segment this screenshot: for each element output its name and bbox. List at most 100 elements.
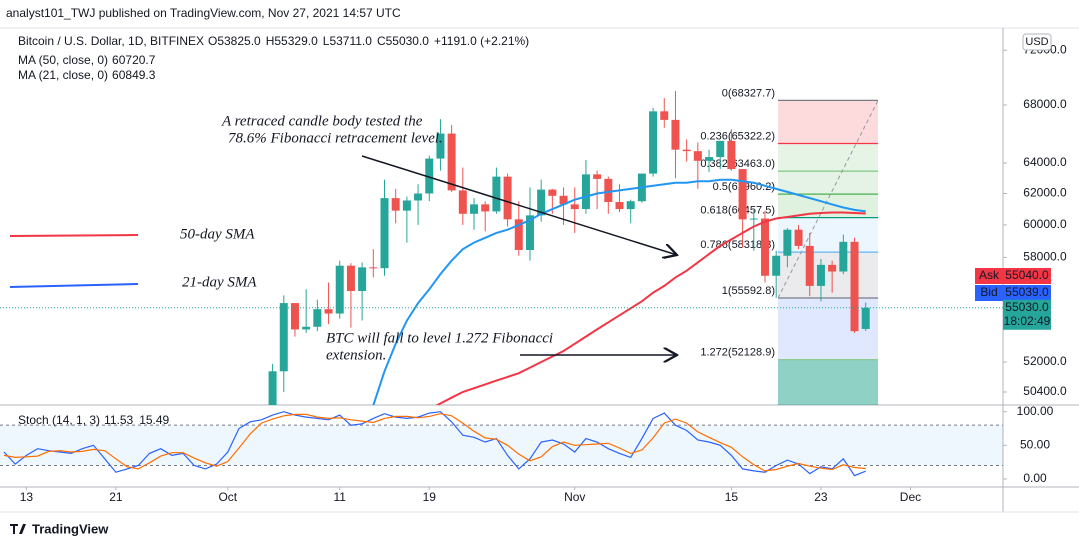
stoch-pane	[0, 411, 1003, 477]
stoch-last-value: 15.49	[139, 413, 169, 427]
candle-body	[324, 309, 333, 314]
candle-body	[425, 158, 434, 194]
fib-label: 0.382(63463.0)	[700, 158, 775, 170]
candle-body	[626, 201, 635, 210]
stoch-last-value: 11.53	[104, 413, 133, 427]
symbol-label: Bitcoin / U.S. Dollar, 1D, BITFINEX	[18, 34, 204, 48]
annotation: extension.	[326, 347, 386, 363]
stoch-tick-label: 0.00	[1023, 471, 1047, 485]
ma-legend: MA (50, close, 0)	[18, 53, 108, 67]
candle-body	[716, 140, 725, 158]
x-tick-label: 15	[725, 490, 739, 504]
fib-zone	[778, 143, 878, 172]
y-tick-label: 52000.0	[1023, 354, 1067, 368]
candle-body	[749, 218, 758, 220]
candle-body	[772, 255, 781, 276]
brand-logo	[10, 524, 26, 534]
candle-body	[570, 204, 579, 210]
change-label: +1191.0 (+2.21%)	[434, 34, 529, 48]
quote-value: 55040.0	[1005, 268, 1049, 282]
candle-body	[727, 140, 736, 170]
quote-value: 55039.0	[1005, 285, 1049, 299]
ma-last-value: 60720.7	[112, 53, 156, 67]
candle-body	[861, 307, 870, 329]
fib-zone	[778, 100, 878, 144]
ma-line	[372, 178, 866, 405]
ma-last-value: 60849.3	[112, 68, 156, 82]
candle-body	[760, 218, 769, 276]
stoch-tick-label: 100.00	[1017, 404, 1054, 418]
fib-zone	[778, 217, 878, 253]
candle-body	[593, 174, 602, 179]
candle-body	[514, 219, 523, 250]
candle-body	[313, 309, 322, 327]
candle-body	[839, 241, 848, 272]
stoch-legend: Stoch (14, 1, 3)	[18, 413, 100, 427]
brand-text: TradingView	[32, 521, 109, 536]
legend-sample-line	[9, 283, 139, 288]
y-tick-label: 58000.0	[1023, 250, 1067, 264]
candle-body	[581, 174, 590, 210]
ma-line	[435, 211, 866, 405]
x-tick-label: 19	[423, 490, 437, 504]
candle-body	[302, 326, 311, 330]
publisher-line: analyst101_TWJ published on TradingView.…	[6, 6, 401, 20]
quote-value-box	[1003, 285, 1051, 301]
fib-label: 0.236(65322.2)	[700, 130, 775, 142]
x-tick-label: 13	[20, 490, 34, 504]
last-price-label: 55030.0	[1005, 300, 1049, 314]
candle-body	[380, 198, 389, 269]
candle-body	[436, 133, 445, 159]
legend-sample-line	[9, 234, 139, 237]
candle-body	[604, 178, 613, 203]
candle-body	[693, 151, 702, 161]
candle-body	[391, 198, 400, 211]
fib-zone	[778, 171, 878, 195]
candle-body	[335, 265, 344, 314]
annotation: 50-day SMA	[180, 226, 255, 242]
candle-body	[503, 176, 512, 220]
candle-body	[559, 195, 568, 205]
fib-label: 0.786(58318.3)	[700, 239, 775, 251]
ma-legend: MA (21, close, 0)	[18, 68, 108, 82]
fib-label: 0.618(60457.5)	[700, 205, 775, 217]
annotation: 21-day SMA	[182, 274, 257, 290]
x-tick-label: 21	[109, 490, 123, 504]
fib-label: 0(68327.7)	[722, 87, 775, 99]
fib-trend	[777, 100, 879, 299]
candle-body	[738, 169, 747, 220]
y-tick-label: 50400.0	[1023, 384, 1067, 398]
ohlc-label: C55030.0	[377, 34, 429, 48]
x-tick-label: Nov	[564, 490, 585, 504]
fib-zone	[778, 359, 878, 405]
x-tick-label: Dec	[900, 490, 921, 504]
candle-body	[682, 149, 691, 152]
last-price-box	[1003, 299, 1051, 330]
candle-body	[402, 200, 411, 211]
quote-name: Ask	[979, 268, 1000, 282]
fib-label: 1(55592.8)	[722, 285, 775, 297]
candle-body	[492, 176, 501, 212]
candle-body	[649, 111, 658, 174]
ohlc-label: L53711.0	[323, 34, 372, 48]
annotation: BTC will fall to level 1.272 Fibonacci	[326, 330, 553, 346]
candle-body	[548, 189, 557, 196]
brand: TradingView	[10, 521, 109, 536]
candle-body	[660, 111, 669, 120]
quote-name-box	[975, 268, 1003, 284]
candle-body	[358, 267, 367, 292]
candle-body	[458, 190, 467, 214]
candle-body	[346, 265, 355, 292]
x-tick-label: 23	[814, 490, 828, 504]
candle-body	[828, 264, 837, 272]
y-tick-label: 64000.0	[1023, 155, 1067, 169]
y-tick-label: 68000.0	[1023, 97, 1067, 111]
currency-label: USD	[1025, 36, 1048, 48]
candle-body	[705, 157, 714, 161]
annotation-arrow	[361, 155, 677, 255]
candle-body	[268, 371, 277, 405]
x-tick-label: Oct	[218, 490, 237, 504]
stoch-line	[3, 411, 866, 477]
candle-body	[537, 189, 546, 216]
